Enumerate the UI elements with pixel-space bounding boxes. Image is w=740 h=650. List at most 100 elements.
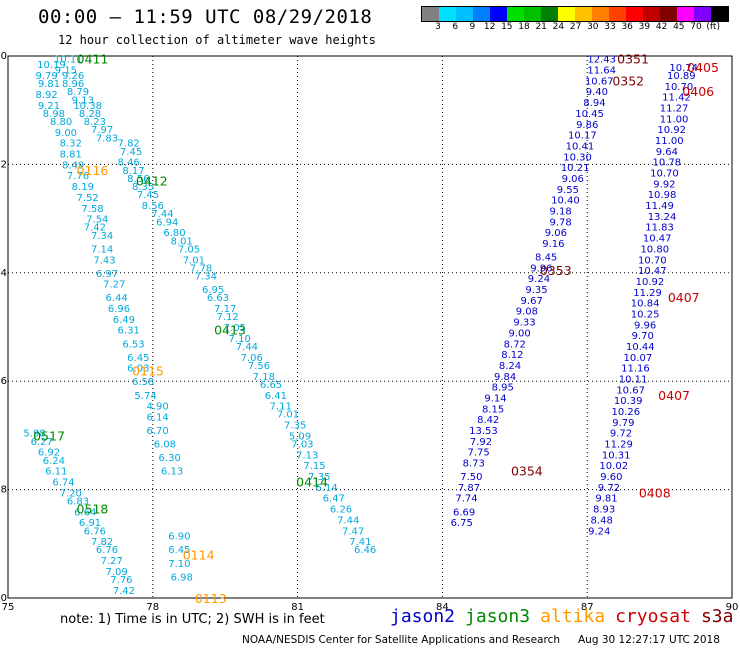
wave-height-value: 8.46 xyxy=(118,158,140,169)
wave-height-value: 6.95 xyxy=(202,285,224,296)
pass-label: 0411 xyxy=(77,52,109,67)
wave-height-value: 6.26 xyxy=(330,505,352,516)
wave-height-value: 7.11 xyxy=(270,402,292,413)
wave-height-value: 8.56 xyxy=(142,201,164,212)
y-tick-label: -34 xyxy=(0,268,7,279)
wave-height-value: 8.80 xyxy=(50,117,72,128)
wave-height-value: 7.35 xyxy=(308,472,330,483)
wave-height-value: 6.90 xyxy=(168,532,190,543)
pass-label: 0407 xyxy=(668,290,700,305)
wave-height-value: 8.35 xyxy=(132,182,154,193)
wave-height-value: 9.92 xyxy=(653,179,675,190)
wave-height-value: 10.70 xyxy=(665,82,694,93)
wave-height-value: 10.19 xyxy=(37,60,66,71)
pass-label: 0406 xyxy=(682,84,714,99)
wave-height-value: 5.74 xyxy=(134,391,156,402)
wave-height-value: 8.24 xyxy=(499,361,521,372)
wave-height-value: 9.79 xyxy=(612,418,634,429)
wave-height-value: 6.97 xyxy=(96,269,118,280)
legend-tick-label: 27 xyxy=(569,22,582,32)
wave-height-value: 6.76 xyxy=(96,545,118,556)
wave-height-value: 6.91 xyxy=(79,518,101,529)
wave-height-value: 7.27 xyxy=(101,556,123,567)
wave-height-value: 7.74 xyxy=(455,494,477,505)
wave-height-value: 10.38 xyxy=(73,101,102,112)
wave-height-value: 9.14 xyxy=(484,393,506,404)
legend-tick-label: 3 xyxy=(435,22,441,32)
wave-height-value: 7.82 xyxy=(118,139,140,150)
x-tick-label: 87 xyxy=(581,602,594,613)
y-tick-label: -36 xyxy=(0,376,7,387)
legend-tick-label: 12 xyxy=(483,22,496,32)
wave-height-value: 7.42 xyxy=(113,586,135,597)
wave-height-value: 5.09 xyxy=(289,431,311,442)
pass-label: 0351 xyxy=(617,52,649,67)
wave-height-value: 9.81 xyxy=(595,494,617,505)
wave-height-value: 5.98 xyxy=(23,429,45,440)
wave-height-value: 9.86 xyxy=(576,120,598,131)
wave-height-value: 8.19 xyxy=(72,182,94,193)
wave-height-value: 7.34 xyxy=(195,272,217,283)
wave-height-value: 6.75 xyxy=(451,518,473,529)
satellite-legend-item: jason2 xyxy=(390,606,456,627)
wave-height-value: 8.73 xyxy=(463,459,485,470)
wave-height-value: 10.74 xyxy=(669,63,698,74)
wave-height-value: 6.46 xyxy=(354,545,376,556)
wave-height-value: 7.09 xyxy=(105,567,127,578)
y-tick-label: -40 xyxy=(0,593,7,604)
wave-height-value: 9.96 xyxy=(530,263,552,274)
wave-height-value: 7.35 xyxy=(284,421,306,432)
legend-swatch xyxy=(677,7,694,21)
wave-height-value: 7.45 xyxy=(120,147,142,158)
wave-height-value: 8.32 xyxy=(60,139,82,150)
wave-height-value: 8.17 xyxy=(122,166,144,177)
wave-height-value: 4.90 xyxy=(146,402,168,413)
wave-height-value: 7.44 xyxy=(151,209,173,220)
wave-height-value: 7.27 xyxy=(103,280,125,291)
wave-height-value: 8.92 xyxy=(35,90,57,101)
wave-height-value: 8.12 xyxy=(501,350,523,361)
wave-height-value: 6.13 xyxy=(161,467,183,478)
wave-height-value: 6.74 xyxy=(52,477,74,488)
wave-height-value: 11.42 xyxy=(662,93,691,104)
wave-height-value: 7.12 xyxy=(216,312,238,323)
wave-height-value: 9.00 xyxy=(55,128,77,139)
wave-height-value: 9.72 xyxy=(610,429,632,440)
color-scale-ticks: 3 6 9 12 15 18 21 24 27 30 33 36 39 42 45 70 (ft) xyxy=(421,22,740,34)
legend-swatch xyxy=(694,7,711,21)
wave-height-value: 8.98 xyxy=(43,109,65,120)
wave-height-value: 8.81 xyxy=(60,150,82,161)
wave-height-value: 7.34 xyxy=(91,231,113,242)
legend-tick-label: 42 xyxy=(655,22,668,32)
wave-height-value: 11.00 xyxy=(655,136,684,147)
pass-label: 0353 xyxy=(540,263,572,278)
wave-height-value: 11.29 xyxy=(604,440,633,451)
wave-height-value: 9.33 xyxy=(513,318,535,329)
legend-swatch xyxy=(507,7,524,21)
wave-height-value: 9.24 xyxy=(528,274,550,285)
legend-swatch xyxy=(643,7,660,21)
pass-label: 0114 xyxy=(183,548,215,563)
x-tick-label: 81 xyxy=(291,602,304,613)
wave-height-value: 6.03 xyxy=(127,364,149,375)
wave-height-value: 6.24 xyxy=(43,456,65,467)
wave-height-value: 6.27 xyxy=(31,437,53,448)
legend-tick-label: 36 xyxy=(621,22,633,32)
wave-height-value: 6.92 xyxy=(38,448,60,459)
wave-height-value: 9.67 xyxy=(521,296,543,307)
wave-height-value: 9.24 xyxy=(588,526,610,537)
units-note: note: 1) Time is in UTC; 2) SWH is in fe… xyxy=(60,612,325,627)
footer-timestamp: Aug 30 12:27:17 UTC 2018 xyxy=(578,634,720,646)
wave-height-value: 8.48 xyxy=(591,515,613,526)
wave-height-value: 8.93 xyxy=(593,505,615,516)
wave-height-value: 8.15 xyxy=(482,404,504,415)
wave-height-value: 9.26 xyxy=(62,71,84,82)
legend-tick-label: 33 xyxy=(604,22,616,32)
wave-height-value: 10.47 xyxy=(638,266,667,277)
legend-swatch xyxy=(609,7,626,21)
legend-tick-label: 6 xyxy=(452,22,459,32)
pass-label: 0408 xyxy=(639,485,671,500)
wave-height-value: 11.00 xyxy=(660,114,689,125)
x-tick-label: 90 xyxy=(726,602,739,613)
